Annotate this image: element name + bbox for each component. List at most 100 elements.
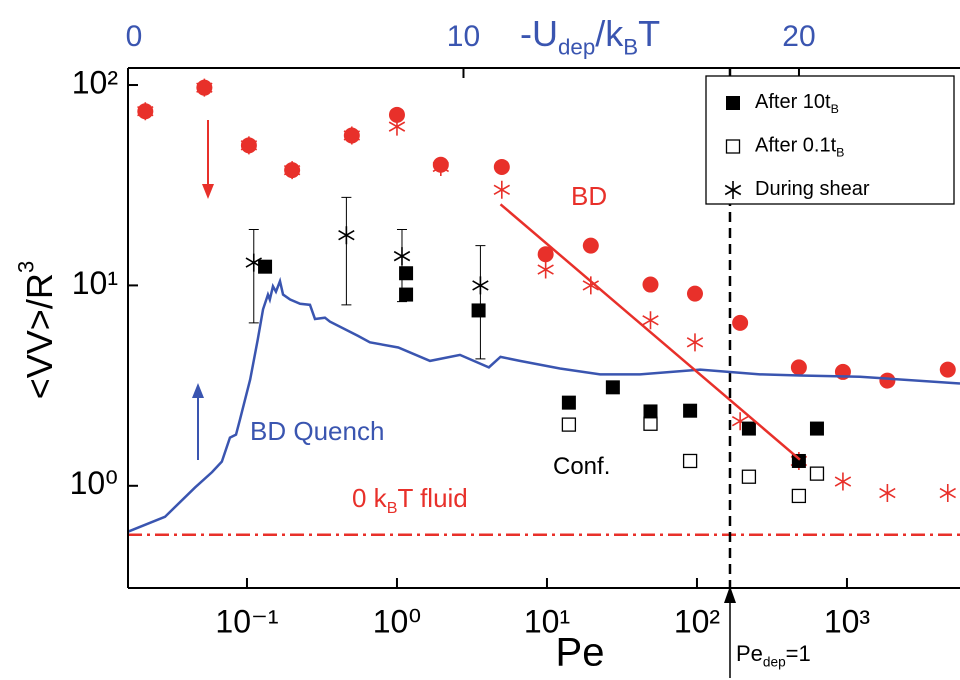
text-part: T fluid: [397, 483, 467, 513]
point: [432, 157, 450, 176]
text-part: Conf.: [553, 453, 610, 480]
point: [561, 395, 576, 410]
top-tick-label: 20: [782, 20, 815, 53]
line: [499, 203, 801, 461]
point: [493, 158, 510, 175]
point: [879, 372, 896, 389]
text-script: dep: [763, 654, 786, 669]
point: [741, 421, 756, 436]
y-tick-label: 10¹: [72, 265, 118, 301]
text-script: B: [836, 146, 844, 160]
point: [196, 78, 213, 97]
point: [809, 421, 824, 436]
point: [732, 314, 749, 331]
text-part: After 0.1t: [755, 135, 837, 157]
error-bar: [475, 245, 486, 360]
point: [472, 276, 489, 295]
x-tick-label: 10²: [674, 603, 721, 639]
point: [388, 117, 406, 136]
top-tick-label: 0: [126, 20, 143, 53]
point: [682, 453, 698, 469]
error-bar: [341, 196, 352, 306]
text-part: After 10t: [755, 91, 831, 113]
point: [686, 285, 703, 302]
point: [683, 403, 698, 418]
point: [642, 311, 659, 330]
text-part: /k: [595, 13, 624, 54]
point: [137, 102, 154, 121]
point: [493, 180, 511, 199]
point: [399, 287, 414, 302]
legend-marker: [724, 181, 742, 199]
point: [741, 469, 757, 484]
error-bar: [396, 229, 407, 303]
point: [582, 276, 600, 295]
text-part: =1: [786, 641, 811, 666]
text-part: During shear: [755, 178, 870, 200]
arrow-blue: [192, 383, 204, 460]
top-tick-label: 10: [447, 20, 480, 53]
text-script: B: [387, 499, 398, 517]
text-part: <VV>/R: [19, 273, 60, 399]
point: [582, 237, 599, 254]
point: [388, 106, 405, 123]
text-part: T: [638, 13, 660, 54]
y-tick-label: 10⁰: [70, 465, 118, 501]
point: [791, 453, 806, 468]
annotation: BD: [571, 181, 607, 211]
point: [561, 417, 577, 432]
text-script: dep: [558, 34, 595, 59]
error-bar: [248, 229, 259, 324]
point: [240, 136, 258, 155]
point: [605, 380, 620, 395]
point: [471, 303, 486, 318]
point: [393, 247, 411, 266]
legend-marker: [725, 139, 741, 154]
legend-label: During shear: [755, 178, 870, 200]
point: [686, 333, 704, 352]
point: [642, 276, 659, 293]
point: [258, 259, 273, 274]
annotation: BD Quench: [250, 416, 384, 446]
x-tick-label: 10⁰: [373, 603, 421, 639]
point: [245, 253, 262, 272]
text-part: BD Quench: [250, 416, 384, 446]
arrow-black: [724, 586, 736, 678]
point: [283, 161, 301, 180]
x-tick-label: 10¹: [524, 603, 570, 639]
annotation: 0 kBT fluid: [352, 483, 468, 517]
point: [939, 361, 956, 378]
point: [879, 484, 896, 503]
plot-layer: [127, 68, 960, 588]
point: [791, 488, 807, 504]
point: [643, 416, 658, 431]
legend-box: [705, 75, 955, 205]
point: [643, 404, 658, 419]
point: [809, 466, 825, 481]
point: [343, 126, 361, 145]
text-part: Pe: [736, 641, 763, 666]
text-script: 3: [13, 261, 38, 273]
x-tick-label: 10³: [824, 603, 871, 639]
text-part: BD: [571, 181, 607, 211]
point: [338, 226, 355, 245]
text-script: B: [623, 34, 638, 59]
point: [939, 484, 956, 503]
y-tick-label: 10²: [72, 64, 119, 100]
point: [537, 260, 554, 279]
point: [790, 359, 807, 376]
point: [399, 266, 414, 281]
x-tick-label: 10⁻¹: [215, 603, 278, 639]
point: [537, 246, 554, 263]
line: [127, 276, 960, 533]
legend-label: After 0.1tB: [755, 135, 844, 160]
text-part: -U: [520, 13, 558, 54]
text-part: 0 k: [352, 483, 388, 513]
annotation: Conf.: [553, 453, 610, 480]
y-axis-title: <VV>/R3: [13, 261, 59, 400]
x-axis-title: Pe: [556, 631, 605, 675]
annotation: Pedep=1: [736, 641, 811, 669]
point: [834, 472, 852, 491]
